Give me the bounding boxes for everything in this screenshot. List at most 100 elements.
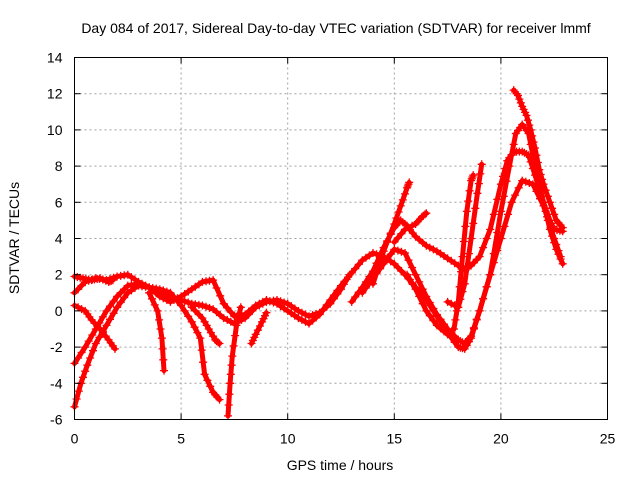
plus-marker — [215, 339, 224, 348]
plus-marker — [180, 306, 189, 315]
plus-marker — [157, 334, 166, 343]
plus-marker — [422, 306, 431, 315]
plus-marker — [74, 354, 83, 362]
plus-marker — [403, 183, 412, 192]
plus-marker — [191, 306, 200, 315]
plus-marker — [214, 338, 223, 347]
plus-marker — [504, 210, 512, 219]
plus-marker — [422, 209, 431, 218]
plus-marker — [383, 255, 392, 263]
plus-marker — [376, 258, 385, 266]
plus-marker — [531, 144, 539, 152]
plus-marker — [231, 331, 240, 340]
plus-marker — [429, 304, 438, 313]
plus-marker — [467, 176, 476, 185]
plus-marker — [507, 151, 516, 160]
y-tick-label: 12 — [47, 86, 63, 102]
plus-marker — [502, 177, 511, 186]
plus-marker — [301, 310, 310, 319]
plus-marker — [184, 312, 193, 321]
plus-marker — [415, 277, 424, 286]
plus-marker — [258, 317, 267, 326]
plus-marker — [482, 234, 491, 243]
plus-marker — [158, 344, 167, 353]
plus-marker — [77, 281, 86, 290]
plus-marker — [227, 361, 236, 370]
plus-marker — [396, 201, 405, 210]
plus-marker — [461, 222, 470, 231]
plus-marker — [120, 285, 129, 294]
plus-marker — [81, 367, 90, 376]
plus-marker — [184, 298, 193, 307]
plus-marker — [166, 297, 175, 306]
plus-marker — [155, 315, 164, 324]
plus-marker — [545, 225, 554, 234]
plus-marker — [160, 366, 168, 375]
plus-marker — [554, 250, 563, 259]
axis-ticks — [74, 57, 608, 420]
plus-marker — [558, 259, 567, 268]
grid-lines — [74, 57, 608, 420]
plus-marker — [153, 306, 162, 315]
plus-marker — [486, 270, 495, 279]
plus-marker — [386, 250, 395, 259]
plus-marker — [369, 279, 377, 288]
plus-marker — [493, 228, 502, 237]
y-tick-label: 8 — [55, 158, 63, 174]
plus-marker — [429, 245, 438, 254]
plus-marker — [390, 245, 399, 254]
plus-marker — [265, 297, 274, 306]
plus-marker — [450, 332, 459, 341]
plus-marker — [294, 306, 303, 315]
plus-marker — [83, 361, 92, 370]
plus-marker — [109, 309, 118, 318]
plus-marker — [486, 225, 495, 234]
plus-marker — [229, 341, 238, 350]
plus-marker — [109, 297, 118, 306]
plus-marker — [418, 299, 427, 308]
plus-marker — [226, 379, 235, 388]
plus-marker — [462, 207, 471, 216]
plus-marker — [526, 125, 535, 134]
x-tick-label: 5 — [177, 431, 185, 447]
plus-marker — [479, 243, 488, 252]
plus-marker — [511, 191, 520, 200]
plus-marker — [451, 315, 460, 324]
plus-marker — [493, 195, 502, 204]
plus-marker — [262, 296, 271, 304]
plus-marker — [170, 293, 178, 301]
series-9 — [247, 308, 271, 348]
plus-marker — [541, 207, 550, 216]
plus-marker — [258, 297, 267, 306]
plus-marker — [226, 308, 235, 317]
series-4 — [70, 272, 117, 286]
plus-marker — [106, 302, 114, 311]
plus-marker — [499, 192, 508, 201]
plus-marker — [326, 296, 335, 304]
plus-marker — [113, 292, 122, 301]
plus-marker — [425, 311, 434, 320]
plus-marker — [193, 328, 202, 337]
plus-marker — [200, 370, 209, 379]
plus-marker — [187, 303, 196, 312]
plus-marker — [297, 315, 306, 324]
y-tick-label: -2 — [50, 339, 63, 355]
plus-marker — [225, 390, 234, 399]
plus-marker — [393, 263, 402, 272]
plus-marker — [235, 309, 244, 318]
plus-marker — [74, 303, 83, 312]
series-5 — [145, 288, 168, 375]
plus-marker — [393, 246, 402, 255]
plus-marker — [219, 314, 228, 323]
x-axis-label: GPS time / hours — [287, 457, 394, 473]
plus-marker — [468, 173, 477, 181]
series-8 — [224, 303, 245, 420]
plus-marker — [411, 285, 420, 294]
plus-marker — [224, 401, 233, 409]
plus-marker — [322, 300, 331, 309]
plus-marker — [475, 252, 484, 261]
plus-marker — [215, 395, 224, 404]
plus-marker — [344, 273, 353, 282]
plus-marker — [77, 348, 86, 357]
series-line — [445, 161, 485, 310]
